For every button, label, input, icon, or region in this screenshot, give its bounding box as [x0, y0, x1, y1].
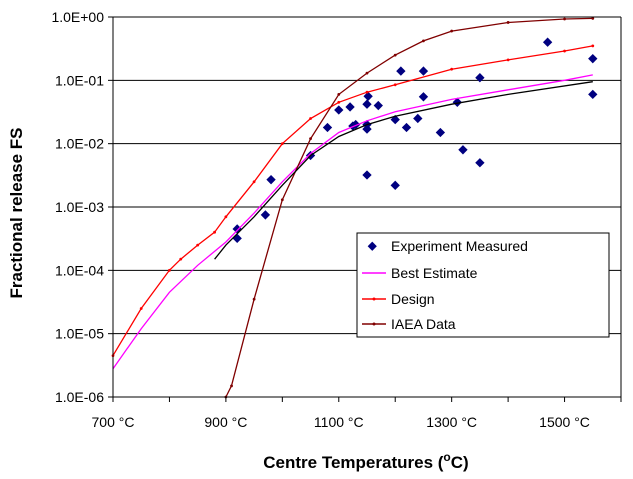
legend-label-experiment-measured: Experiment Measured: [391, 238, 528, 254]
series-line-iaea-data: [225, 17, 593, 398]
point-design-7: [252, 180, 256, 184]
tick-labels: 1.0E+00 1.0E-01 1.0E-02 1.0E-03 1.0E-04 1.0E-…: [51, 9, 589, 430]
y-axis-title: Fractional release FS: [7, 127, 26, 298]
point-experiment-measured-14: [362, 170, 372, 180]
point-iaea-data-12: [591, 17, 595, 20]
x-tick-label-4: 1500 °C: [539, 414, 590, 430]
point-design-14: [506, 58, 510, 62]
point-design-3: [179, 257, 183, 261]
y-tick-label-1: 1.0E-01: [55, 72, 104, 88]
point-experiment-measured-27: [475, 73, 485, 83]
point-experiment-measured-11: [363, 91, 373, 101]
point-iaea-data-7: [393, 53, 397, 57]
point-iaea-data-4: [309, 137, 312, 141]
legend-label-iaea-data: IAEA Data: [391, 316, 456, 332]
legend-marker-design: [372, 297, 376, 301]
point-experiment-measured-17: [390, 180, 400, 190]
point-design-12: [393, 83, 397, 87]
point-design-5: [213, 230, 217, 234]
legend-marker-diamond-icon: [367, 241, 377, 251]
point-iaea-data-5: [337, 92, 341, 96]
series-line-best-estimate: [112, 74, 593, 370]
legend-marker-iaea-data: [372, 322, 376, 326]
x-tick-label-1: 900 °C: [204, 414, 247, 430]
point-experiment-measured-28: [542, 37, 553, 47]
point-experiment-measured-19: [401, 122, 412, 133]
y-tick-label-3: 1.0E-03: [55, 199, 104, 215]
y-tick-label-2: 1.0E-02: [55, 136, 104, 152]
point-iaea-data-9: [450, 29, 454, 33]
point-experiment-measured-7: [345, 102, 355, 112]
legend-item-design: Design: [362, 291, 435, 307]
point-design-13: [450, 67, 454, 71]
point-iaea-data-11: [563, 17, 566, 21]
point-iaea-data-8: [422, 39, 425, 43]
point-experiment-measured-20: [413, 113, 423, 124]
point-design-11: [365, 90, 369, 94]
x-tick-label-3: 1300 °C: [426, 414, 477, 430]
legend-item-experiment-measured: Experiment Measured: [367, 238, 528, 254]
point-iaea-data-10: [506, 21, 510, 24]
point-design-15: [563, 49, 566, 53]
point-design-8: [280, 142, 284, 146]
x-tick-label-2: 1100 °C: [314, 414, 364, 430]
point-design-6: [224, 215, 228, 219]
point-experiment-measured-1: [232, 233, 242, 244]
point-experiment-measured-21: [418, 66, 429, 76]
legend-item-best-estimate: Best Estimate: [362, 265, 478, 281]
legend-item-iaea-data: IAEA Data: [362, 316, 456, 332]
legend-label-design: Design: [391, 291, 435, 307]
point-experiment-measured-0: [232, 224, 242, 234]
point-experiment-measured-25: [458, 145, 468, 155]
point-experiment-measured-5: [322, 122, 333, 133]
y-tick-label-0: 1.0E+00: [51, 9, 104, 25]
series-line-fit-curve: [214, 81, 593, 260]
x-tick-label-0: 700 °C: [92, 414, 135, 430]
point-experiment-measured-30: [588, 89, 598, 100]
point-design-9: [309, 117, 312, 120]
point-iaea-data-6: [365, 71, 369, 75]
point-design-16: [591, 44, 595, 48]
legend-box: [356, 232, 610, 338]
point-experiment-measured-10: [362, 99, 372, 109]
axes: [108, 16, 622, 402]
point-experiment-measured-23: [435, 127, 446, 138]
x-axis-title-end: C): [451, 453, 469, 472]
point-experiment-measured-29: [588, 53, 598, 64]
plot-series: [111, 17, 598, 399]
point-iaea-data-2: [252, 297, 256, 301]
y-tick-label-4: 1.0E-04: [55, 262, 104, 278]
legend-label-best-estimate: Best Estimate: [391, 265, 478, 281]
point-design-2: [168, 268, 171, 272]
x-axis-title-main: Centre Temperatures (: [263, 453, 443, 472]
point-design-1: [139, 307, 143, 310]
point-experiment-measured-26: [475, 158, 485, 168]
y-tick-label-5: 1.0E-05: [55, 326, 104, 342]
legend: Experiment Measured Best Estimate Design…: [356, 232, 610, 338]
point-design-10: [337, 100, 341, 104]
point-experiment-measured-6: [334, 105, 344, 115]
y-tick-label-6: 1.0E-06: [55, 389, 104, 405]
point-experiment-measured-18: [396, 66, 406, 76]
point-experiment-measured-22: [418, 92, 429, 102]
point-iaea-data-3: [280, 198, 284, 202]
point-experiment-measured-3: [266, 175, 276, 185]
point-iaea-data-1: [230, 384, 233, 388]
x-axis-title-superscript: o: [443, 450, 450, 464]
x-axis-title: Centre Temperatures (oC): [263, 450, 468, 472]
point-experiment-measured-2: [260, 210, 271, 220]
point-design-4: [196, 243, 200, 247]
point-experiment-measured-15: [373, 100, 383, 111]
